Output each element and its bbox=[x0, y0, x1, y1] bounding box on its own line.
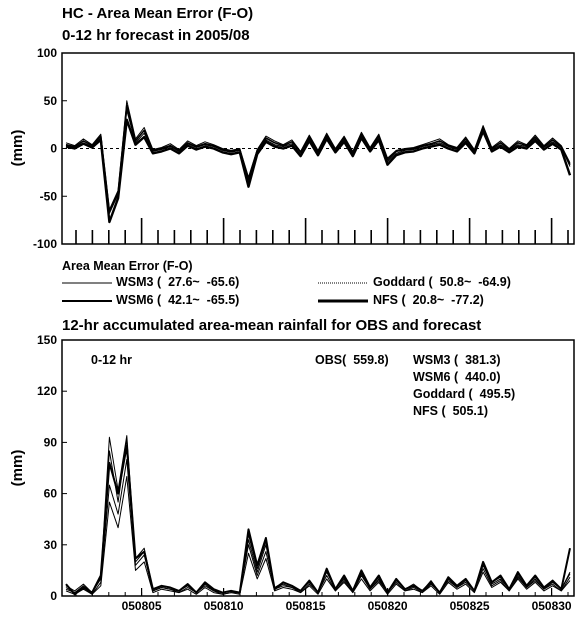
total-wsm3: WSM3 ( 381.3) bbox=[413, 353, 501, 367]
rainfall-line-obs bbox=[65, 444, 571, 596]
rainfall-y-label: (mm) bbox=[9, 450, 26, 487]
rainfall-line-goddard bbox=[65, 438, 571, 594]
error-line-wsm6 bbox=[65, 104, 571, 213]
rainfall-x-tick-label: 050810 bbox=[204, 599, 244, 613]
error-line-nfs bbox=[65, 118, 572, 224]
rainfall-x-tick-label: 050805 bbox=[122, 599, 162, 613]
rainfall-plot-frame bbox=[61, 339, 575, 597]
total-goddard: Goddard ( 495.5) bbox=[413, 387, 516, 401]
total-wsm6: WSM6 ( 440.0) bbox=[413, 370, 501, 384]
rainfall-y-axis: 150 120 90 60 30 0 bbox=[37, 333, 67, 603]
legend-entry-wsm6: WSM6 ( 42.1~ -65.5) bbox=[116, 293, 240, 307]
rainfall-line-nfs bbox=[65, 435, 571, 594]
chart-subtitle: 0-12 hr forecast in 2005/08 bbox=[62, 27, 250, 44]
legend-entry-nfs: NFS ( 20.8~ -77.2) bbox=[373, 293, 484, 307]
error-y-tick-label: -100 bbox=[33, 237, 57, 251]
rainfall-y-tick-label: 90 bbox=[44, 435, 58, 449]
legend-entry-goddard: Goddard ( 50.8~ -64.9) bbox=[373, 275, 511, 289]
period-label: 0-12 hr bbox=[91, 353, 132, 367]
chart-title: HC - Area Mean Error (F-O) bbox=[62, 5, 254, 22]
rainfall-x-tick-label: 050825 bbox=[450, 599, 490, 613]
error-y-tick-label: 100 bbox=[37, 46, 57, 60]
rainfall-x-tick-label: 050815 bbox=[286, 599, 326, 613]
rainfall-y-tick-label: 150 bbox=[37, 333, 57, 347]
rainfall-y-tick-label: 0 bbox=[50, 589, 57, 603]
error-y-tick-label: 50 bbox=[44, 94, 58, 108]
rainfall-y-tick-label: 60 bbox=[44, 487, 58, 501]
rainfall-line-wsm6 bbox=[65, 459, 571, 595]
error-y-label: (mm) bbox=[9, 130, 26, 167]
rainfall-x-axis: 050805 050810 050815 050820 050825 050830 bbox=[75, 588, 572, 613]
error-line-wsm3 bbox=[65, 109, 571, 214]
day-markers bbox=[75, 218, 569, 244]
error-series bbox=[65, 100, 572, 224]
rainfall-title: 12-hr accumulated area-mean rainfall for… bbox=[62, 317, 482, 334]
rainfall-y-tick-label: 120 bbox=[37, 384, 57, 398]
error-line-goddard bbox=[65, 100, 571, 211]
legend-entry-wsm3: WSM3 ( 27.6~ -65.6) bbox=[116, 275, 240, 289]
legend-heading: Area Mean Error (F-O) bbox=[62, 259, 193, 273]
error-y-tick-label: 0 bbox=[50, 142, 57, 156]
error-y-tick-label: -50 bbox=[40, 189, 58, 203]
rainfall-x-tick-label: 050830 bbox=[532, 599, 572, 613]
rainfall-y-tick-label: 30 bbox=[44, 538, 58, 552]
total-nfs: NFS ( 505.1) bbox=[413, 404, 489, 418]
rainfall-x-tick-label: 050820 bbox=[368, 599, 408, 613]
rainfall-line-wsm3 bbox=[65, 476, 571, 595]
error-y-axis: 100 50 0 -50 -100 bbox=[33, 46, 67, 251]
obs-total: OBS( 559.8) bbox=[315, 353, 389, 367]
rainfall-series bbox=[65, 435, 571, 596]
